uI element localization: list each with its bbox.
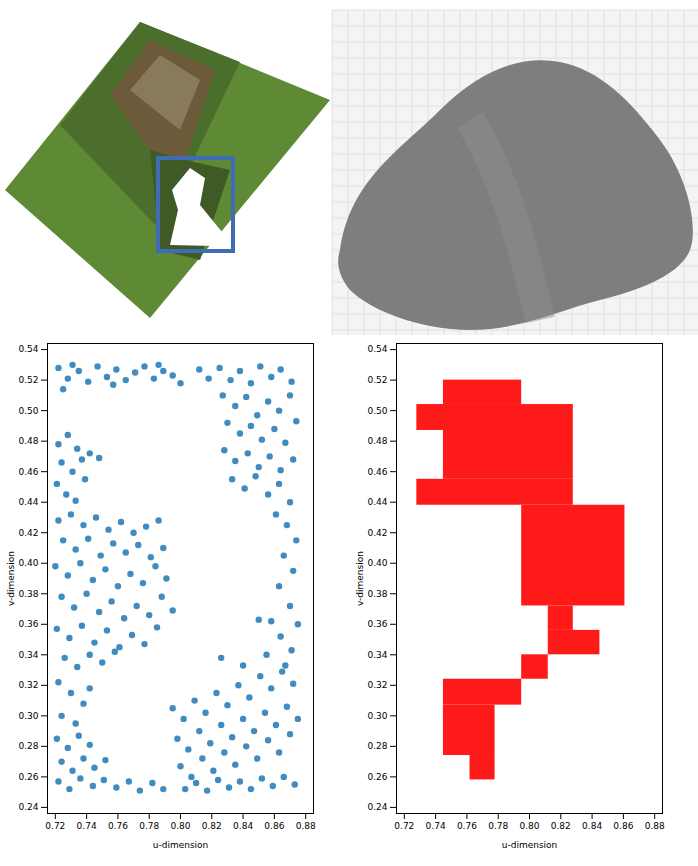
svg-text:0.78: 0.78	[488, 821, 508, 831]
svg-text:0.80: 0.80	[519, 821, 539, 831]
svg-text:0.86: 0.86	[613, 821, 633, 831]
svg-text:0.50: 0.50	[367, 406, 387, 416]
svg-text:0.76: 0.76	[457, 821, 477, 831]
svg-text:0.28: 0.28	[18, 741, 38, 751]
svg-text:0.48: 0.48	[18, 436, 38, 446]
svg-text:0.88: 0.88	[296, 821, 316, 831]
svg-text:0.30: 0.30	[18, 711, 38, 721]
svg-text:0.38: 0.38	[367, 589, 387, 599]
svg-text:0.28: 0.28	[367, 741, 387, 751]
svg-text:v-dimension: v-dimension	[6, 551, 16, 606]
svg-text:0.38: 0.38	[18, 589, 38, 599]
svg-text:0.50: 0.50	[18, 406, 38, 416]
svg-text:0.36: 0.36	[367, 619, 387, 629]
svg-text:0.82: 0.82	[551, 821, 571, 831]
svg-text:0.40: 0.40	[18, 558, 38, 568]
svg-text:0.24: 0.24	[367, 802, 387, 812]
svg-text:0.74: 0.74	[77, 821, 97, 831]
svg-text:0.54: 0.54	[18, 344, 38, 354]
svg-text:0.74: 0.74	[426, 821, 446, 831]
svg-text:0.48: 0.48	[367, 436, 387, 446]
svg-text:0.84: 0.84	[233, 821, 253, 831]
svg-text:0.76: 0.76	[108, 821, 128, 831]
svg-text:0.42: 0.42	[18, 528, 38, 538]
svg-text:0.26: 0.26	[18, 772, 38, 782]
svg-text:0.54: 0.54	[367, 344, 387, 354]
svg-text:u-dimension: u-dimension	[153, 840, 209, 850]
svg-text:0.72: 0.72	[45, 821, 65, 831]
svg-text:0.44: 0.44	[18, 497, 38, 507]
svg-text:0.84: 0.84	[582, 821, 602, 831]
svg-text:0.72: 0.72	[394, 821, 414, 831]
svg-text:0.36: 0.36	[18, 619, 38, 629]
svg-text:0.52: 0.52	[367, 375, 387, 385]
svg-text:0.24: 0.24	[18, 802, 38, 812]
svg-text:0.44: 0.44	[367, 497, 387, 507]
svg-text:0.40: 0.40	[367, 558, 387, 568]
svg-text:0.42: 0.42	[367, 528, 387, 538]
svg-text:0.52: 0.52	[18, 375, 38, 385]
svg-text:0.86: 0.86	[264, 821, 284, 831]
svg-text:0.80: 0.80	[170, 821, 190, 831]
svg-text:0.46: 0.46	[367, 467, 387, 477]
svg-text:0.78: 0.78	[139, 821, 159, 831]
svg-text:u-dimension: u-dimension	[502, 840, 558, 850]
svg-text:0.46: 0.46	[18, 467, 38, 477]
svg-text:v-dimension: v-dimension	[355, 551, 365, 606]
svg-text:0.88: 0.88	[645, 821, 665, 831]
svg-text:0.34: 0.34	[18, 650, 38, 660]
svg-text:0.82: 0.82	[202, 821, 222, 831]
svg-text:0.32: 0.32	[18, 680, 38, 690]
svg-text:0.26: 0.26	[367, 772, 387, 782]
svg-text:0.30: 0.30	[367, 711, 387, 721]
svg-text:0.34: 0.34	[367, 650, 387, 660]
svg-text:0.32: 0.32	[367, 680, 387, 690]
